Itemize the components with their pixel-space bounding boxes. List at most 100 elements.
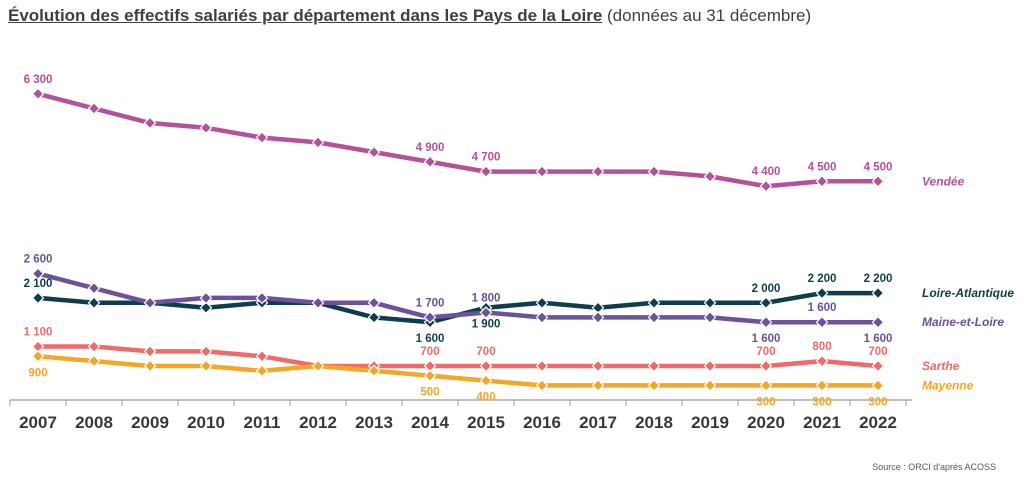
data-point xyxy=(591,359,605,373)
data-point xyxy=(479,374,493,387)
data-point xyxy=(703,379,717,392)
x-tick-label: 2019 xyxy=(691,413,729,432)
data-point xyxy=(815,379,829,392)
data-point xyxy=(367,296,381,310)
data-label: 4 500 xyxy=(808,161,837,173)
x-tick-label: 2015 xyxy=(467,413,505,432)
data-point xyxy=(199,301,213,315)
data-point xyxy=(759,379,773,392)
data-point xyxy=(703,296,717,310)
series-line-Sarthe xyxy=(35,344,881,369)
x-tick-label: 2016 xyxy=(523,413,561,432)
series-line-Vendée xyxy=(35,91,881,189)
data-point xyxy=(815,354,829,368)
data-label: 500 xyxy=(420,387,439,399)
data-label: 1 600 xyxy=(752,333,781,345)
data-point xyxy=(423,311,437,324)
data-label: 800 xyxy=(812,341,831,353)
data-point xyxy=(479,165,493,178)
data-point xyxy=(199,345,213,358)
data-point xyxy=(311,136,325,149)
data-point xyxy=(479,306,493,319)
data-point xyxy=(199,121,213,135)
data-point xyxy=(759,359,773,373)
data-point xyxy=(703,170,717,183)
data-label: 4 700 xyxy=(472,152,501,164)
data-point xyxy=(871,359,885,373)
x-tick-label: 2009 xyxy=(131,413,169,432)
data-point xyxy=(255,364,269,378)
x-tick-label: 2021 xyxy=(803,413,841,432)
data-point xyxy=(871,315,885,329)
chart-title: Évolution des effectifs salariés par dép… xyxy=(8,6,811,26)
chart-subtitle: (données au 31 décembre) xyxy=(607,6,812,25)
data-label: 1 100 xyxy=(24,327,53,339)
data-point xyxy=(87,281,101,295)
data-point xyxy=(479,359,493,373)
data-point xyxy=(535,359,549,373)
data-point xyxy=(87,340,101,353)
data-label: 1 700 xyxy=(416,297,445,309)
data-point xyxy=(423,155,437,169)
data-label: 700 xyxy=(868,346,887,358)
data-point xyxy=(591,311,605,324)
data-label: 2 200 xyxy=(864,273,893,285)
x-tick-label: 2008 xyxy=(75,413,113,432)
data-label: 700 xyxy=(756,346,775,358)
data-point xyxy=(647,359,661,373)
data-label: 4 500 xyxy=(864,161,893,173)
data-point xyxy=(199,291,213,305)
data-point xyxy=(311,296,325,310)
data-label: 400 xyxy=(476,392,495,404)
series-label: Sarthe xyxy=(922,359,960,373)
chart-title-main: Évolution des effectifs salariés par dép… xyxy=(8,6,603,25)
data-point xyxy=(647,379,661,392)
series-line-Loire-Atlantique xyxy=(35,290,881,325)
data-point xyxy=(815,315,829,329)
data-point xyxy=(143,296,157,310)
data-point xyxy=(535,311,549,324)
series-label: Mayenne xyxy=(922,378,974,392)
data-point xyxy=(31,267,45,280)
data-label: 2 100 xyxy=(24,278,53,290)
x-tick-label: 2012 xyxy=(299,413,337,432)
data-point xyxy=(87,354,101,368)
data-point xyxy=(703,311,717,324)
data-point xyxy=(87,102,101,115)
data-point xyxy=(255,291,269,305)
data-point xyxy=(423,369,437,383)
x-tick-label: 2018 xyxy=(635,413,673,432)
data-point xyxy=(647,165,661,178)
data-label: 700 xyxy=(476,346,495,358)
data-point xyxy=(199,359,213,373)
data-point xyxy=(815,286,829,300)
data-point xyxy=(535,379,549,392)
data-point xyxy=(703,359,717,373)
data-point xyxy=(871,174,885,188)
data-point xyxy=(591,379,605,392)
data-point xyxy=(535,296,549,310)
data-label: 900 xyxy=(28,367,47,379)
x-tick-label: 2013 xyxy=(355,413,393,432)
data-point xyxy=(367,145,381,159)
data-point xyxy=(871,286,885,300)
data-point xyxy=(759,296,773,310)
data-point xyxy=(871,379,885,392)
x-tick-label: 2020 xyxy=(747,413,785,432)
data-label: 300 xyxy=(868,396,887,408)
data-point xyxy=(367,311,381,324)
data-point xyxy=(311,359,325,373)
data-point xyxy=(255,349,269,363)
data-point xyxy=(143,345,157,358)
data-label: 6 300 xyxy=(24,74,53,86)
data-label: 2 600 xyxy=(24,254,53,266)
data-point xyxy=(647,296,661,310)
data-label: 4 900 xyxy=(416,142,445,154)
data-point xyxy=(31,87,45,101)
data-point xyxy=(255,131,269,144)
x-tick-label: 2007 xyxy=(19,413,57,432)
x-tick-label: 2014 xyxy=(411,413,449,432)
data-point xyxy=(31,349,45,363)
data-point xyxy=(759,179,773,193)
series-label: Loire-Atlantique xyxy=(922,286,1014,300)
